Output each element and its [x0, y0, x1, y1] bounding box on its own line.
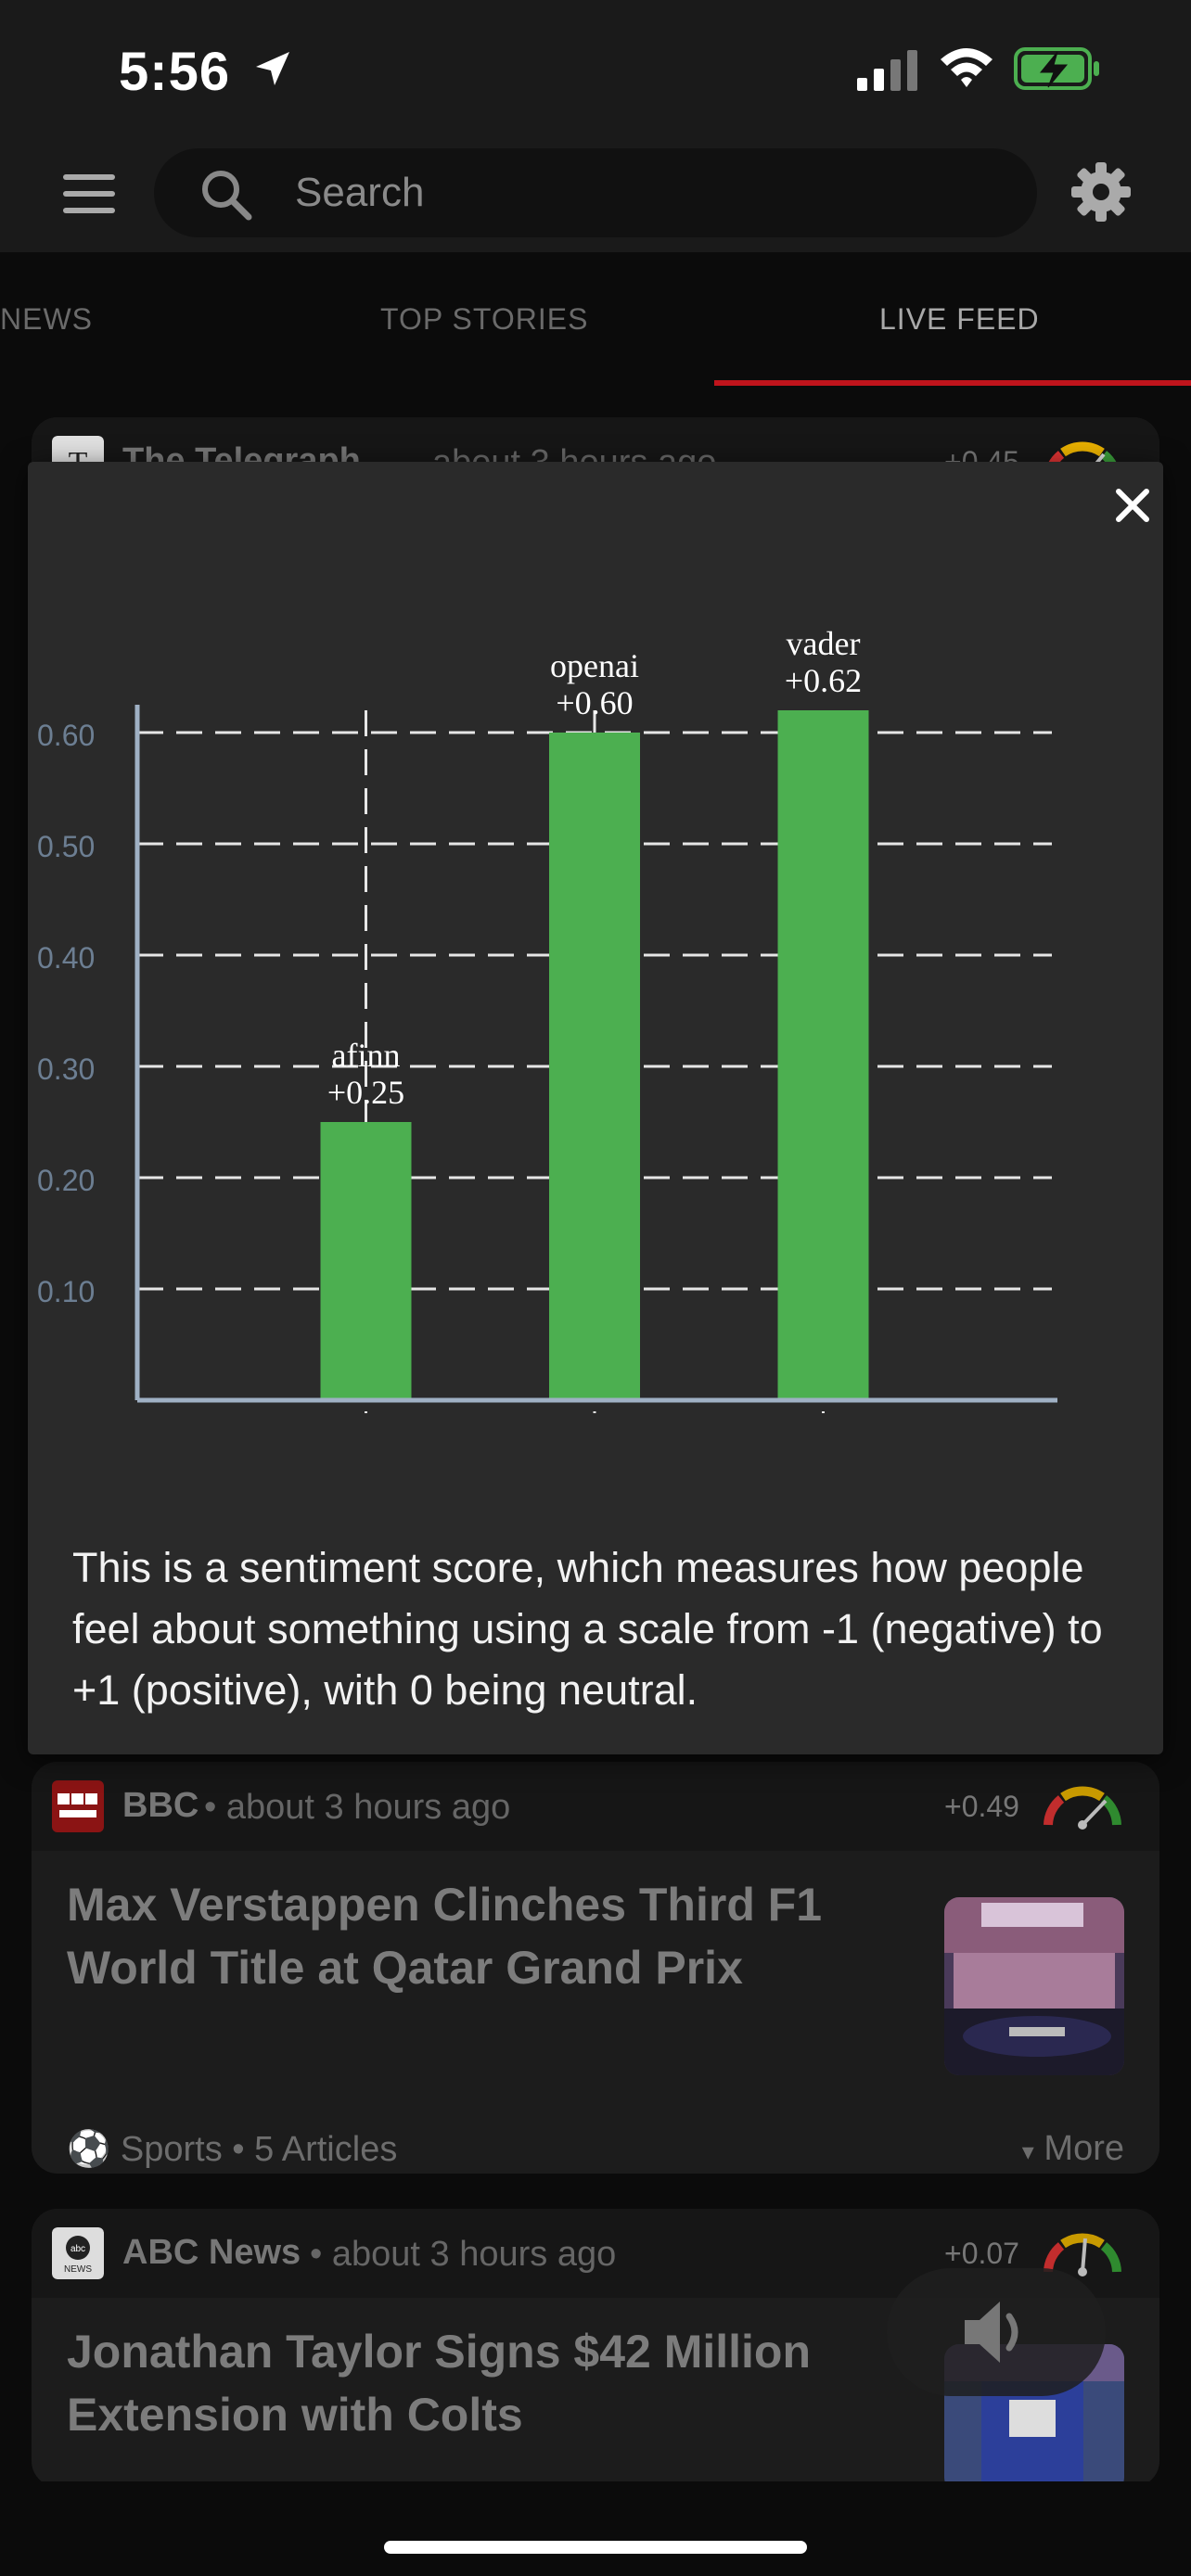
feed-tabs: NEWS TOP STORIES LIVE FEED — [0, 252, 1191, 388]
bar-category-label: afinn — [332, 1037, 401, 1074]
bar-afinn[interactable] — [320, 1122, 412, 1400]
cellular-signal-icon — [857, 50, 917, 91]
sentiment-bar-chart: afinn+0.25 openai+0.60 vader+0.62 0.10 0.20… — [37, 625, 1057, 1413]
bbc-logo-icon — [52, 1780, 104, 1832]
active-tab-indicator — [714, 380, 1191, 386]
search-input[interactable] — [295, 167, 1000, 219]
card-category[interactable]: Sports — [120, 2130, 223, 2169]
y-tick-label: 0.60 — [37, 719, 95, 752]
bar-value-label: +0.25 — [327, 1074, 404, 1111]
sports-ball-icon: ⚽ — [67, 2130, 111, 2169]
published-time-text: about 3 hours ago — [225, 1788, 511, 1827]
published-time-text: about 3 hours ago — [331, 2235, 617, 2274]
card-footer: ⚽ Sports • 5 Articles — [67, 2129, 397, 2170]
tab-news[interactable]: NEWS — [0, 302, 93, 336]
audio-speaker-button[interactable] — [887, 2268, 1106, 2396]
chart-bars: afinn+0.25 openai+0.60 vader+0.62 — [320, 625, 869, 1400]
sentiment-score: +0.07 — [944, 2237, 1019, 2270]
svg-text:abc: abc — [70, 2244, 85, 2254]
hamburger-menu-icon[interactable] — [63, 172, 115, 215]
bar-category-label: openai — [550, 647, 639, 684]
app-header — [0, 139, 1191, 252]
search-bar[interactable] — [154, 148, 1037, 237]
source-name[interactable]: BBC — [122, 1786, 199, 1825]
svg-text:NEWS: NEWS — [64, 2264, 92, 2275]
published-time: • about 3 hours ago — [310, 2235, 617, 2274]
sentiment-popup: afinn +0.25 openai +0.60 vader +0.62 0.10 0.20… — [28, 462, 1163, 1754]
location-arrow-icon — [256, 52, 289, 85]
bar-openai[interactable] — [549, 733, 640, 1400]
y-tick-label: 0.10 — [37, 1275, 95, 1308]
y-tick-label: 0.20 — [37, 1164, 95, 1197]
abc-news-logo-icon: abc NEWS — [52, 2227, 104, 2279]
sentiment-explanation: This is a sentiment score, which measure… — [72, 1544, 1103, 1714]
bar-value-label: +0.60 — [556, 684, 633, 721]
search-icon — [202, 171, 252, 221]
y-tick-label: 0.40 — [37, 941, 95, 975]
y-tick-label: 0.50 — [37, 830, 95, 863]
tab-live-feed[interactable]: LIVE FEED — [879, 302, 1040, 336]
battery-charging-icon — [1014, 47, 1099, 90]
gear-icon[interactable] — [1070, 161, 1132, 223]
source-name[interactable]: ABC News — [122, 2233, 301, 2272]
bar-category-label: vader — [787, 625, 861, 662]
speaker-icon — [965, 2302, 1018, 2363]
article-thumbnail[interactable] — [944, 1897, 1124, 2075]
bar-value-label: +0.62 — [785, 662, 862, 699]
clock-time: 5:56 — [119, 42, 231, 102]
article-count[interactable]: 5 Articles — [254, 2130, 398, 2169]
more-button[interactable]: ▾ More — [1022, 2129, 1124, 2169]
card-headline[interactable]: Jonathan Taylor Signs $42 Million Extens… — [67, 2326, 812, 2441]
news-card-bbc[interactable]: BBC • about 3 hours ago +0.49 Max Versta… — [32, 1762, 1159, 2174]
chevron-down-icon: ▾ — [1021, 2137, 1034, 2165]
y-tick-label: 0.30 — [37, 1052, 95, 1086]
footer-separator: • — [232, 2130, 255, 2169]
card-headline[interactable]: Max Verstappen Clinches Third F1 World T… — [67, 1879, 823, 1994]
card-header: BBC • about 3 hours ago +0.49 — [32, 1762, 1159, 1851]
sentiment-score: +0.49 — [944, 1790, 1019, 1823]
close-icon[interactable] — [1104, 477, 1161, 534]
bottom-safe-area — [0, 2481, 1191, 2576]
published-time: • about 3 hours ago — [204, 1788, 511, 1827]
bar-vader[interactable] — [777, 710, 869, 1400]
tab-top-stories[interactable]: TOP STORIES — [380, 302, 589, 336]
chart-axes: 0.10 0.20 0.30 0.40 0.50 0.60 — [37, 705, 1057, 1403]
status-bar: 5:56 — [0, 0, 1191, 139]
sentiment-gauge-icon[interactable] — [1043, 1780, 1122, 1830]
wifi-icon — [941, 48, 992, 87]
home-indicator[interactable] — [384, 2541, 807, 2554]
more-label: More — [1044, 2129, 1124, 2168]
